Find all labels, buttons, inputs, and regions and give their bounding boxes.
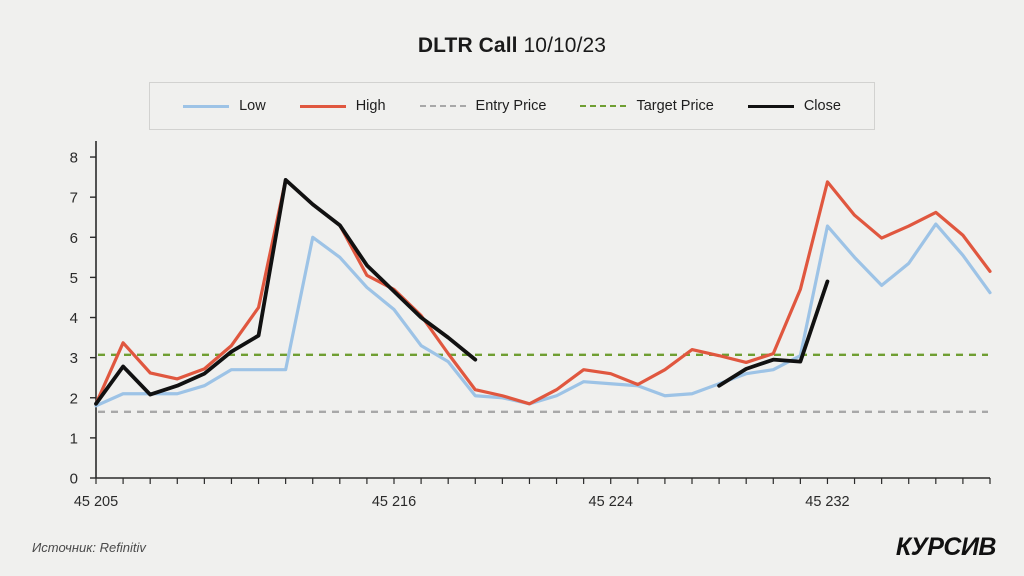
legend-label: Close	[803, 98, 841, 114]
page-title: DLTR Call 10/10/23	[0, 34, 1024, 58]
source-note: Источник: Refinitiv	[32, 540, 146, 555]
legend-label: Target Price	[636, 98, 714, 114]
legend-item-high[interactable]: High	[299, 98, 386, 114]
legend-swatch-icon	[747, 104, 794, 108]
legend-item-target-price[interactable]: Target Price	[580, 98, 714, 114]
title-bold: DLTR Call	[417, 34, 518, 57]
series-line-low	[94, 222, 992, 408]
x-tick-label: 45 232	[805, 494, 849, 510]
y-tick-label: 8	[70, 150, 78, 167]
brand-logo: КУРСИВ	[895, 533, 997, 561]
legend-swatch-icon	[419, 105, 466, 107]
legend-swatch-icon	[183, 104, 230, 108]
legend-label: Low	[239, 98, 266, 114]
legend-label: Entry Price	[475, 98, 547, 114]
y-tick-label: 7	[70, 190, 78, 207]
chart-legend: Low High Entry Price Target Price Close	[149, 82, 875, 130]
series-line-close	[717, 279, 830, 388]
y-tick-label: 0	[70, 471, 78, 488]
y-tick-label: 4	[70, 310, 78, 327]
x-tick-label: 45 224	[589, 494, 633, 510]
legend-swatch-icon	[580, 105, 627, 107]
title-date: 10/10/23	[523, 34, 607, 57]
y-tick-label: 3	[70, 350, 78, 367]
legend-item-close[interactable]: Close	[747, 98, 841, 114]
x-tick-label: 45 216	[372, 494, 416, 510]
legend-item-entry-price[interactable]: Entry Price	[419, 98, 547, 114]
y-tick-label: 5	[70, 270, 78, 287]
legend-label: High	[355, 98, 386, 114]
y-tick-label: 1	[70, 430, 78, 447]
y-tick-label: 2	[70, 390, 78, 407]
legend-item-low[interactable]: Low	[183, 98, 266, 114]
series-line-close	[94, 177, 478, 406]
y-tick-label: 6	[70, 230, 78, 247]
x-tick-label: 45 205	[74, 494, 118, 510]
legend-swatch-icon	[299, 104, 346, 108]
series-line-high	[94, 178, 992, 406]
